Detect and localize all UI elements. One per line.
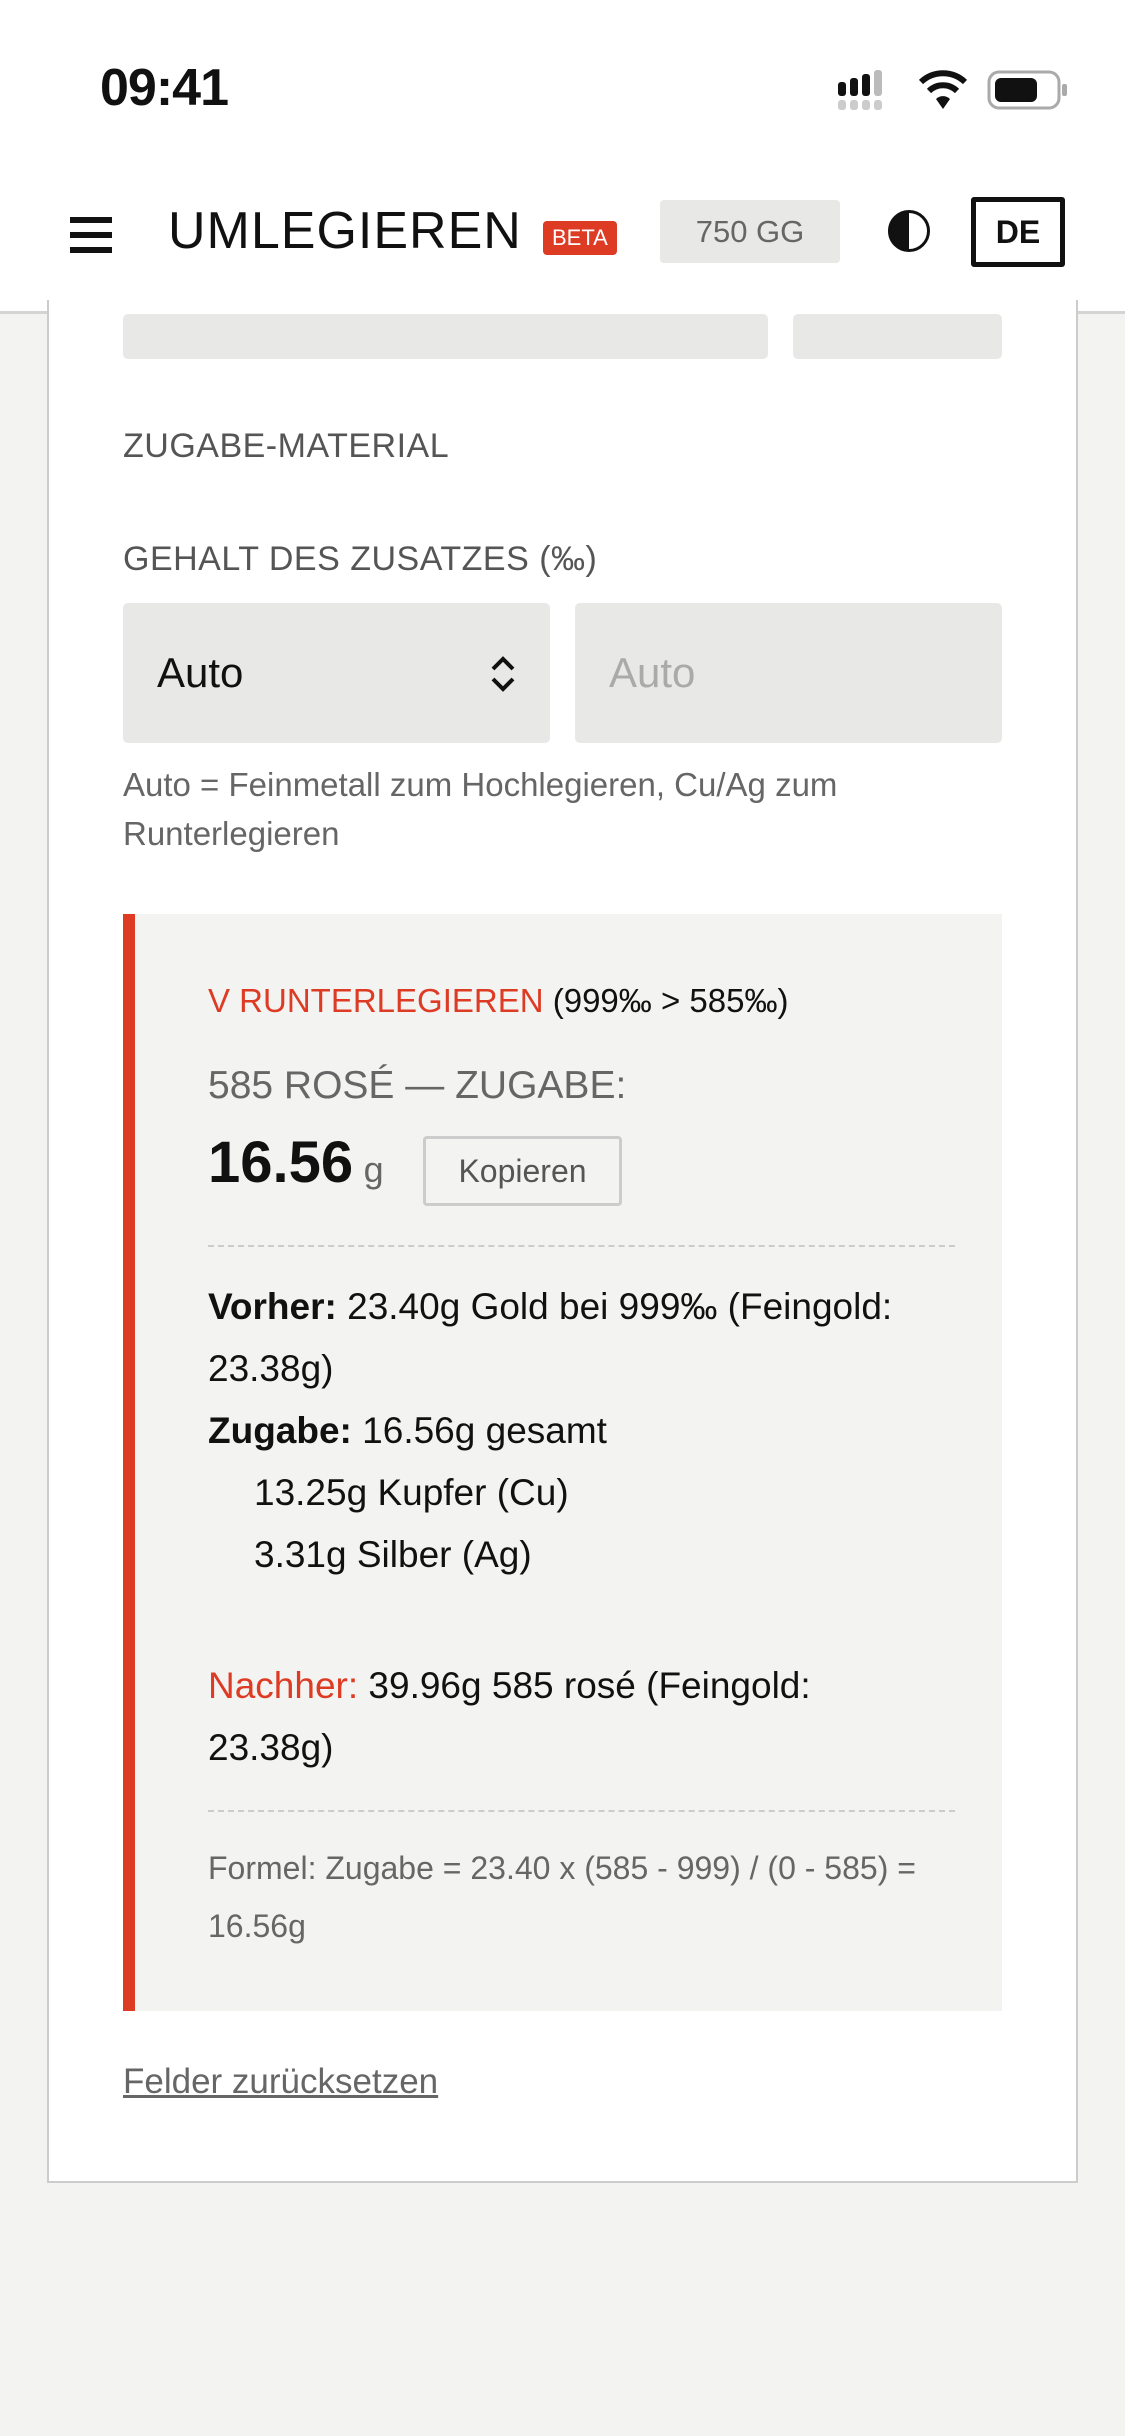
content-select-value: Auto (157, 649, 244, 696)
chevron-updown-icon (491, 656, 515, 692)
unit-input[interactable] (793, 314, 1002, 359)
addition-line: Zugabe: 16.56g gesamt (208, 1400, 607, 1462)
copper-line: 13.25g Kupfer (Cu) (254, 1472, 569, 1513)
silver-line: 3.31g Silber (Ag) (254, 1534, 532, 1575)
mode-label: V RUNTERLEGIEREN (208, 982, 544, 1019)
result-box: V RUNTERLEGIEREN (999‰ > 585‰) 585 ROSÉ … (123, 914, 1002, 2011)
after-line: Nachher: 39.96g 585 rosé (Feingold: 23.3… (208, 1655, 928, 1779)
result-value: 16.56 g (208, 1129, 384, 1196)
app-header: UMLEGIEREN BETA 750 GG DE (0, 155, 1125, 314)
content-select[interactable]: Auto (123, 603, 550, 743)
divider (208, 1810, 955, 1812)
copy-button[interactable]: Kopieren (423, 1136, 622, 1206)
material-label: ZUGABE-MATERIAL (123, 427, 450, 465)
result-subtitle: 585 ROSÉ — ZUGABE: (208, 1064, 627, 1107)
before-label: Vorher: (208, 1286, 337, 1327)
language-button[interactable]: DE (971, 197, 1065, 267)
menu-icon[interactable] (70, 217, 112, 262)
content-input[interactable] (575, 603, 1002, 743)
help-text: Auto = Feinmetall zum Hochlegieren, Cu/A… (123, 766, 838, 852)
after-label: Nachher: (208, 1665, 359, 1706)
formula: Formel: Zugabe = 23.40 x (585 - 999) / (… (208, 1850, 916, 1944)
divider (208, 1245, 955, 1247)
gg-badge[interactable]: 750 GG (660, 200, 840, 263)
before-line: Vorher: 23.40g Gold bei 999‰ (Feingold: … (208, 1276, 928, 1400)
mode-detail: (999‰ > 585‰) (552, 982, 789, 1019)
before-value: 23.40g Gold bei 999‰ (Feingold: 23.38g) (208, 1286, 893, 1389)
addition-value: 16.56g gesamt (362, 1410, 607, 1451)
value-unit: g (363, 1149, 384, 1190)
result-mode: V RUNTERLEGIEREN (999‰ > 585‰) (208, 982, 788, 1020)
reset-link[interactable]: Felder zurücksetzen (123, 2062, 439, 2101)
wifi-icon (918, 70, 968, 109)
value-number: 16.56 (208, 1130, 354, 1195)
weight-input[interactable] (123, 314, 768, 359)
app-title: UMLEGIEREN (168, 202, 522, 260)
contrast-icon[interactable] (888, 210, 930, 252)
status-bar: 09:41 (0, 0, 1125, 155)
battery-icon (987, 70, 1067, 110)
status-time: 09:41 (100, 59, 229, 117)
beta-badge: BETA (543, 221, 617, 255)
addition-label: Zugabe: (208, 1410, 352, 1451)
after-value: 39.96g 585 rosé (Feingold: 23.38g) (208, 1665, 811, 1768)
content-label: GEHALT DES ZUSATZES (‰) (123, 540, 598, 578)
signal-icon (838, 70, 882, 110)
